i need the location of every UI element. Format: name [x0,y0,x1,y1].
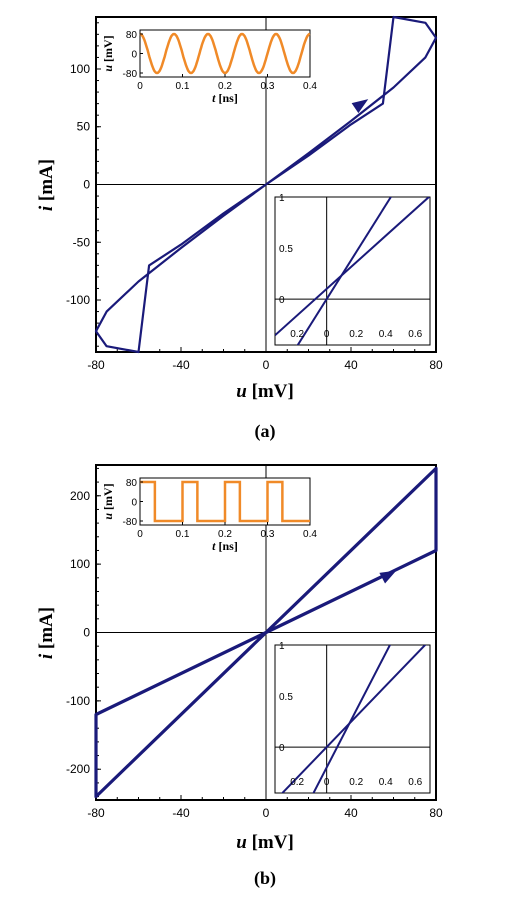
x-tick-label: -40 [172,806,190,820]
inset-zoom-y-tick-label: 1 [279,641,285,652]
inset-zoom-x-tick-label: 0.2 [349,777,363,788]
inset-zoom-x-tick-label: 0 [324,329,330,340]
x-tick-label: 80 [429,806,443,820]
inset-x-tick-label: 0.3 [261,529,275,540]
hysteresis-curve [94,466,438,799]
direction-arrow [351,99,369,114]
y-axis-label: i [mA] [36,159,57,211]
inset-x-tick-label: 0.1 [176,81,190,92]
inset-y-tick-label: 0 [131,50,137,61]
inset-zoom-y-tick-label: 0.5 [279,692,293,703]
inset-x-axis-label: t [ns] [212,539,238,553]
y-tick-label: 0 [83,178,90,192]
inset-y-axis-label: u [mV] [101,35,115,71]
y-tick-label: -100 [66,293,90,307]
y-tick-label: -100 [66,694,90,708]
inset-zoom-x-tick-label: 0.6 [408,329,422,340]
x-tick-label: -40 [172,358,190,372]
inset-frame [139,29,311,78]
waveform-inset: 800-800 0.1 0.2 0.3 0.4t [ns]u [mV] [101,477,317,553]
inset-waveform-line [140,480,310,523]
inset-zoom-x-tick-label: 0.6 [408,777,422,788]
x-tick-label: 0 [263,806,270,820]
inset-y-tick-label: 80 [126,478,138,489]
inset-zoom-x-tick-label: 0.4 [379,329,393,340]
inset-y-tick-label: 80 [126,30,138,41]
x-tick-label: 40 [344,806,358,820]
y-tick-label: 100 [70,557,90,571]
x-tick-label: -80 [87,806,105,820]
panel-caption: (a) [255,421,276,442]
inset-zoom-line [280,645,427,793]
inset-zoom-y-tick-label: 0.5 [279,244,293,255]
inset-zoom-line [312,645,392,793]
inset-x-tick-label: 0.4 [303,529,317,540]
x-tick-label: 0 [263,358,270,372]
inset-x-axis-label: t [ns] [212,91,238,105]
inset-zoom-y-tick-label: 1 [279,193,285,204]
inset-zoom-x-tick-label: 0.2 [290,329,304,340]
inset-zoom-line [296,197,393,345]
inset-zoom-x-tick-label: 0.4 [379,777,393,788]
y-tick-label: 50 [77,120,91,134]
inset-x-tick-label: 0 [137,529,143,540]
inset-zoom-x-tick-label: 0.2 [349,329,363,340]
x-axis-label: u [mV] [236,381,294,402]
y-tick-label: 200 [70,489,90,503]
y-tick-label: 0 [83,626,90,640]
zoom-inset: 0.2 0 0.2 0.4 0.6 1 0.5 0 [274,641,431,794]
inset-x-tick-label: 0.4 [303,81,317,92]
y-tick-label: 100 [70,62,90,76]
inset-x-tick-label: 0.2 [218,529,232,540]
hysteresis-curve [94,15,438,354]
inset-zoom-x-tick-label: 0 [324,777,330,788]
y-tick-label: -50 [73,235,91,249]
direction-arrow [379,570,397,584]
inset-x-tick-label: 0 [137,81,143,92]
panel-caption: (b) [254,868,276,889]
waveform-inset: 800-800 0.1 0.2 0.3 0.4t [ns]u [mV] [101,29,317,105]
inset-y-tick-label: -80 [123,69,138,80]
inset-y-tick-label: 0 [131,498,137,509]
x-tick-label: 80 [429,358,443,372]
inset-zoom-line [275,197,430,337]
inset-zoom-x-tick-label: 0.2 [290,777,304,788]
inset-x-tick-label: 0.2 [218,81,232,92]
x-tick-label: -80 [87,358,105,372]
y-axis-label: i [mA] [36,607,57,659]
inset-waveform-line [139,32,311,75]
y-tick-label: -200 [66,762,90,776]
x-axis-label: u [mV] [236,832,294,853]
inset-x-tick-label: 0.3 [261,81,275,92]
inset-y-tick-label: -80 [123,517,138,528]
inset-zoom-y-tick-label: 0 [279,743,285,754]
zoom-inset: 0.2 0 0.2 0.4 0.6 1 0.5 0 [274,193,431,346]
inset-frame [274,196,431,346]
x-tick-label: 40 [344,358,358,372]
inset-zoom-y-tick-label: 0 [279,295,285,306]
inset-y-axis-label: u [mV] [101,483,115,519]
inset-x-tick-label: 0.1 [176,529,190,540]
